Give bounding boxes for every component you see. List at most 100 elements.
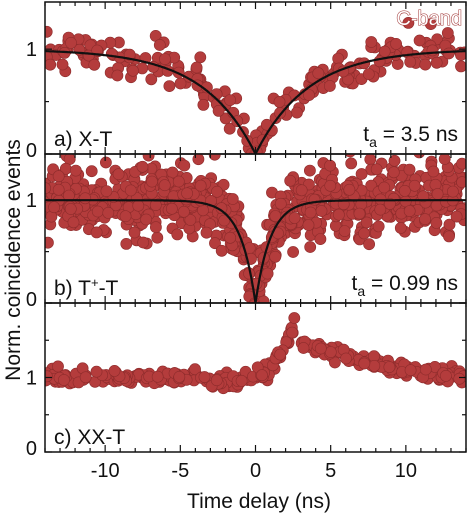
data-point (297, 342, 310, 354)
band-label: C-band (396, 8, 462, 30)
data-point (48, 201, 60, 214)
data-point (323, 80, 336, 92)
panel-b-label: b) T+-T (54, 275, 119, 300)
data-point (430, 216, 443, 229)
data-point (328, 356, 341, 369)
data-point (189, 363, 201, 376)
data-point (315, 205, 328, 217)
data-point (45, 370, 53, 383)
data-point (177, 205, 190, 218)
data-point (438, 154, 451, 165)
data-point (338, 225, 351, 237)
data-point (194, 179, 207, 192)
data-point (269, 250, 282, 263)
data-point (314, 233, 327, 245)
data-point (324, 346, 337, 358)
data-point (345, 157, 358, 170)
data-point (119, 210, 132, 223)
x-tick-label: 0 (250, 460, 261, 482)
data-point (288, 312, 301, 324)
data-point (223, 122, 236, 135)
data-point (142, 154, 155, 162)
data-point (226, 193, 239, 205)
data-point (295, 184, 308, 197)
data-point (324, 179, 337, 192)
data-point (235, 374, 248, 387)
data-point (374, 203, 387, 216)
panel-b-time-constant: ta = 0.99 ns (352, 272, 458, 299)
panel-c-plot (45, 312, 466, 395)
panel-c-label: c) XX-T (54, 426, 125, 449)
data-point (419, 363, 432, 376)
data-point (173, 370, 186, 383)
data-point (102, 206, 115, 219)
data-point (111, 69, 124, 82)
data-point (194, 51, 207, 64)
data-point (403, 163, 416, 176)
data-point (370, 163, 383, 176)
data-point (256, 369, 268, 382)
data-point (324, 159, 336, 172)
data-point (332, 52, 345, 65)
y-tick-label: 1 (26, 39, 37, 61)
data-point (443, 230, 455, 243)
data-point (430, 56, 443, 69)
panel-b-plot (45, 154, 466, 303)
data-point (442, 47, 455, 60)
data-point (163, 80, 176, 92)
data-point (165, 202, 178, 215)
data-point (45, 25, 53, 38)
data-point (402, 16, 415, 29)
y-tick-label: 1 (26, 368, 37, 390)
data-point (363, 238, 375, 251)
data-point (408, 179, 421, 192)
data-point (450, 210, 463, 223)
data-point (360, 216, 373, 229)
data-point (304, 206, 317, 219)
data-point (136, 160, 149, 173)
data-point (64, 203, 77, 215)
data-point (378, 181, 391, 194)
data-point (197, 99, 210, 111)
data-point (69, 164, 82, 177)
data-point (314, 342, 327, 355)
data-point (427, 165, 440, 178)
data-point (172, 175, 185, 188)
data-point (159, 53, 171, 65)
data-point (358, 357, 371, 370)
data-point (158, 179, 171, 192)
data-point (45, 236, 54, 249)
data-point (85, 165, 98, 178)
data-point (388, 154, 401, 167)
data-point (200, 226, 213, 239)
data-point (304, 241, 317, 253)
data-point (344, 154, 356, 158)
data-point (174, 77, 187, 90)
data-point (362, 68, 375, 80)
data-point (404, 56, 417, 68)
data-point (398, 184, 411, 197)
data-point (456, 176, 466, 189)
data-point (79, 371, 92, 384)
y-tick-label: 0 (26, 438, 37, 460)
data-point (273, 96, 286, 108)
data-point (261, 267, 274, 280)
data-point (145, 73, 158, 86)
y-tick-label: 0 (26, 140, 37, 162)
data-point (112, 168, 125, 181)
data-point (209, 237, 221, 250)
data-point (404, 364, 417, 377)
data-point (340, 352, 352, 365)
x-tick-label: 10 (395, 460, 417, 482)
data-point (100, 185, 113, 197)
data-point (287, 246, 299, 258)
data-point (343, 183, 356, 196)
data-point (378, 45, 391, 58)
fit-curve (45, 199, 466, 303)
data-point (140, 213, 153, 226)
data-point (302, 219, 315, 231)
data-point (358, 227, 370, 240)
data-point (58, 374, 70, 386)
data-point (303, 164, 316, 177)
data-point (137, 236, 150, 249)
